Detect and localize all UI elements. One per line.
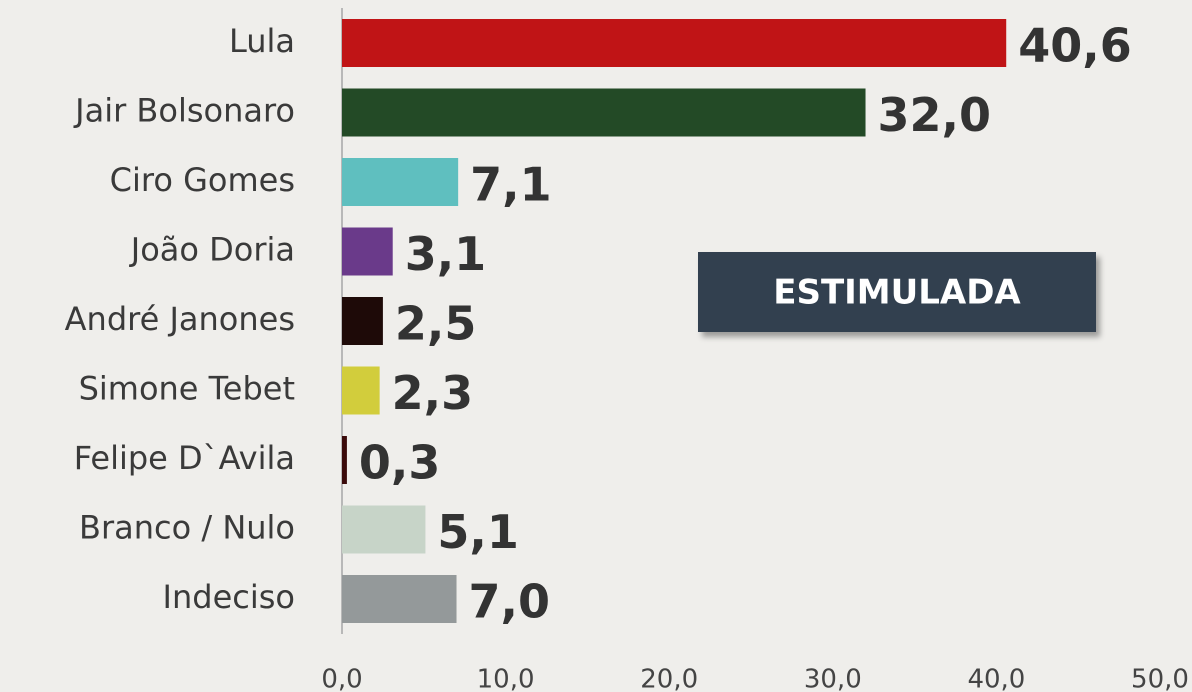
category-label: João Doria xyxy=(129,231,295,269)
category-label: Ciro Gomes xyxy=(110,161,295,199)
bar xyxy=(342,88,866,137)
bar xyxy=(342,297,383,345)
x-tick-label: 10,0 xyxy=(477,665,535,692)
annotation-box xyxy=(698,252,1096,332)
value-label: 40,6 xyxy=(1018,19,1132,73)
bar xyxy=(342,366,380,415)
bar xyxy=(342,158,459,206)
annotation: ESTIMULADA xyxy=(773,273,1021,313)
value-label: 2,3 xyxy=(392,366,474,420)
value-label: 7,1 xyxy=(470,158,552,212)
bar xyxy=(342,436,347,484)
category-label: Lula xyxy=(229,22,295,60)
bar xyxy=(342,19,1007,67)
category-label: Jair Bolsonaro xyxy=(73,92,295,130)
value-label: 2,5 xyxy=(395,297,477,351)
bar xyxy=(342,575,457,623)
bar xyxy=(342,227,393,276)
x-tick-label: 40,0 xyxy=(967,665,1025,692)
category-label: Simone Tebet xyxy=(79,370,295,408)
category-label: Branco / Nulo xyxy=(79,509,295,547)
value-label: 7,0 xyxy=(469,575,551,629)
value-label: 0,3 xyxy=(359,436,441,490)
category-label: André Janones xyxy=(65,300,295,338)
x-tick-label: 0,0 xyxy=(321,665,362,692)
value-label: 5,1 xyxy=(437,505,519,559)
x-tick-label: 30,0 xyxy=(804,665,862,692)
x-tick-label: 20,0 xyxy=(640,665,698,692)
x-tick-label: 50,0 xyxy=(1131,665,1189,692)
category-label: Indeciso xyxy=(163,578,295,616)
value-label: 32,0 xyxy=(878,88,992,142)
bar xyxy=(342,505,426,554)
value-label: 3,1 xyxy=(405,227,487,281)
category-label: Felipe D`Avila xyxy=(74,439,295,477)
